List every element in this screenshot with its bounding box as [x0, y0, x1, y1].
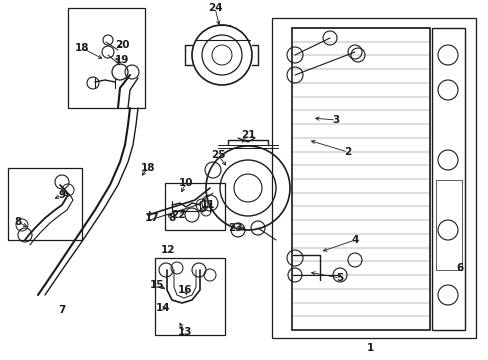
Bar	[164, 183, 224, 230]
Text: 24: 24	[207, 3, 222, 13]
Bar	[68, 8, 145, 108]
Bar	[155, 258, 224, 335]
Text: 18: 18	[75, 43, 89, 53]
Text: 2: 2	[344, 147, 351, 157]
Bar	[8, 168, 82, 240]
Text: 7: 7	[58, 305, 65, 315]
Bar	[431, 28, 464, 330]
Text: 9: 9	[59, 190, 65, 200]
Text: 3: 3	[332, 115, 339, 125]
Text: 13: 13	[177, 327, 192, 337]
Text: 12: 12	[161, 245, 175, 255]
Bar	[291, 28, 429, 330]
Text: 4: 4	[350, 235, 358, 245]
Text: 1: 1	[366, 343, 373, 353]
Text: 14: 14	[155, 303, 170, 313]
Bar	[271, 18, 475, 338]
Text: 6: 6	[455, 263, 463, 273]
Text: 10: 10	[179, 178, 193, 188]
Text: 20: 20	[115, 40, 129, 50]
Text: 23: 23	[227, 223, 242, 233]
Text: 15: 15	[149, 280, 164, 290]
Text: 25: 25	[210, 150, 225, 160]
Bar	[435, 180, 461, 270]
Text: 5: 5	[336, 273, 343, 283]
Text: 8: 8	[168, 213, 175, 223]
Text: 22: 22	[170, 210, 185, 220]
Text: 11: 11	[201, 200, 215, 210]
Text: 17: 17	[144, 213, 159, 223]
Text: 8: 8	[14, 217, 21, 227]
Text: 21: 21	[240, 130, 255, 140]
Text: 18: 18	[141, 163, 155, 173]
Text: 16: 16	[177, 285, 192, 295]
Text: 19: 19	[115, 55, 129, 65]
